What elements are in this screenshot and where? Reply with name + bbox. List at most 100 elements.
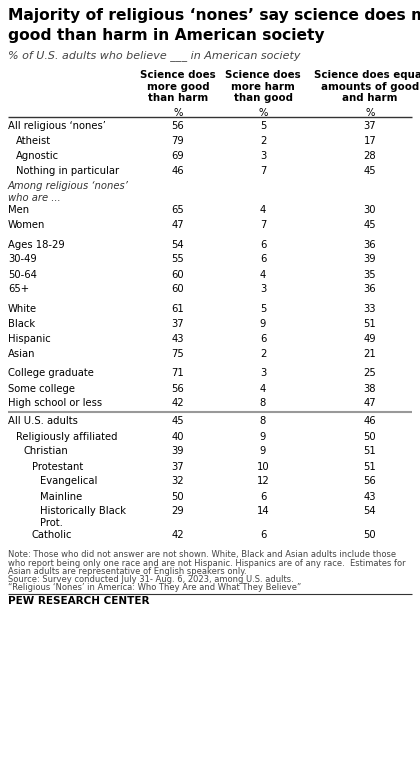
Text: Historically Black
Prot.: Historically Black Prot. — [40, 507, 126, 528]
Text: 2: 2 — [260, 136, 266, 146]
Text: 65+: 65+ — [8, 285, 29, 295]
Text: 30: 30 — [364, 205, 376, 215]
Text: 56: 56 — [364, 476, 376, 486]
Text: 50: 50 — [364, 530, 376, 540]
Text: 40: 40 — [172, 432, 184, 442]
Text: 4: 4 — [260, 383, 266, 393]
Text: 46: 46 — [364, 417, 376, 426]
Text: Atheist: Atheist — [16, 136, 51, 146]
Text: 14: 14 — [257, 507, 269, 516]
Text: 56: 56 — [172, 383, 184, 393]
Text: 51: 51 — [364, 319, 376, 329]
Text: 8: 8 — [260, 399, 266, 408]
Text: All U.S. adults: All U.S. adults — [8, 417, 78, 426]
Text: good than harm in American society: good than harm in American society — [8, 28, 325, 43]
Text: 6: 6 — [260, 492, 266, 501]
Text: 35: 35 — [364, 270, 376, 279]
Text: Asian: Asian — [8, 349, 36, 359]
Text: 30-49: 30-49 — [8, 254, 37, 264]
Text: 5: 5 — [260, 304, 266, 314]
Text: 6: 6 — [260, 530, 266, 540]
Text: 5: 5 — [260, 121, 266, 131]
Text: 43: 43 — [364, 492, 376, 501]
Text: 54: 54 — [172, 239, 184, 249]
Text: 51: 51 — [364, 461, 376, 472]
Text: 39: 39 — [364, 254, 376, 264]
Text: Nothing in particular: Nothing in particular — [16, 166, 119, 176]
Text: 36: 36 — [364, 285, 376, 295]
Text: 47: 47 — [172, 220, 184, 230]
Text: 6: 6 — [260, 239, 266, 249]
Text: “Religious ‘Nones’ in America: Who They Are and What They Believe”: “Religious ‘Nones’ in America: Who They … — [8, 583, 301, 591]
Text: 9: 9 — [260, 319, 266, 329]
Text: 29: 29 — [172, 507, 184, 516]
Text: %: % — [365, 108, 375, 118]
Text: Mainline: Mainline — [40, 492, 82, 501]
Text: Catholic: Catholic — [32, 530, 73, 540]
Text: 55: 55 — [172, 254, 184, 264]
Text: %: % — [258, 108, 268, 118]
Text: % of U.S. adults who believe ___ in American society: % of U.S. adults who believe ___ in Amer… — [8, 50, 300, 61]
Text: Science does equal
amounts of good
and harm: Science does equal amounts of good and h… — [314, 70, 420, 103]
Text: 17: 17 — [364, 136, 376, 146]
Text: Asian adults are representative of English speakers only.: Asian adults are representative of Engli… — [8, 566, 247, 576]
Text: 50-64: 50-64 — [8, 270, 37, 279]
Text: 8: 8 — [260, 417, 266, 426]
Text: 9: 9 — [260, 447, 266, 457]
Text: 39: 39 — [172, 447, 184, 457]
Text: 50: 50 — [364, 432, 376, 442]
Text: 6: 6 — [260, 334, 266, 344]
Text: 61: 61 — [172, 304, 184, 314]
Text: 42: 42 — [172, 530, 184, 540]
Text: 3: 3 — [260, 368, 266, 378]
Text: 9: 9 — [260, 432, 266, 442]
Text: Science does
more good
than harm: Science does more good than harm — [140, 70, 216, 103]
Text: 2: 2 — [260, 349, 266, 359]
Text: 45: 45 — [364, 166, 376, 176]
Text: 65: 65 — [172, 205, 184, 215]
Text: 25: 25 — [364, 368, 376, 378]
Text: 28: 28 — [364, 151, 376, 161]
Text: 45: 45 — [172, 417, 184, 426]
Text: Protestant: Protestant — [32, 461, 83, 472]
Text: 10: 10 — [257, 461, 269, 472]
Text: 60: 60 — [172, 285, 184, 295]
Text: 32: 32 — [172, 476, 184, 486]
Text: 33: 33 — [364, 304, 376, 314]
Text: 4: 4 — [260, 270, 266, 279]
Text: 71: 71 — [172, 368, 184, 378]
Text: Among religious ‘nones’
who are ...: Among religious ‘nones’ who are ... — [8, 181, 129, 203]
Text: 60: 60 — [172, 270, 184, 279]
Text: Some college: Some college — [8, 383, 75, 393]
Text: Women: Women — [8, 220, 45, 230]
Text: 36: 36 — [364, 239, 376, 249]
Text: 6: 6 — [260, 254, 266, 264]
Text: 7: 7 — [260, 166, 266, 176]
Text: Christian: Christian — [24, 447, 69, 457]
Text: 38: 38 — [364, 383, 376, 393]
Text: Religiously affiliated: Religiously affiliated — [16, 432, 118, 442]
Text: 21: 21 — [364, 349, 376, 359]
Text: 4: 4 — [260, 205, 266, 215]
Text: Men: Men — [8, 205, 29, 215]
Text: 51: 51 — [364, 447, 376, 457]
Text: High school or less: High school or less — [8, 399, 102, 408]
Text: 37: 37 — [172, 319, 184, 329]
Text: 3: 3 — [260, 151, 266, 161]
Text: Black: Black — [8, 319, 35, 329]
Text: Hispanic: Hispanic — [8, 334, 51, 344]
Text: College graduate: College graduate — [8, 368, 94, 378]
Text: 46: 46 — [172, 166, 184, 176]
Text: 45: 45 — [364, 220, 376, 230]
Text: PEW RESEARCH CENTER: PEW RESEARCH CENTER — [8, 597, 150, 607]
Text: 47: 47 — [364, 399, 376, 408]
Text: 43: 43 — [172, 334, 184, 344]
Text: Source: Survey conducted July 31- Aug. 6, 2023, among U.S. adults.: Source: Survey conducted July 31- Aug. 6… — [8, 575, 294, 583]
Text: 37: 37 — [364, 121, 376, 131]
Text: 49: 49 — [364, 334, 376, 344]
Text: 69: 69 — [172, 151, 184, 161]
Text: 54: 54 — [364, 507, 376, 516]
Text: 3: 3 — [260, 285, 266, 295]
Text: 56: 56 — [172, 121, 184, 131]
Text: Majority of religious ‘nones’ say science does more: Majority of religious ‘nones’ say scienc… — [8, 8, 420, 23]
